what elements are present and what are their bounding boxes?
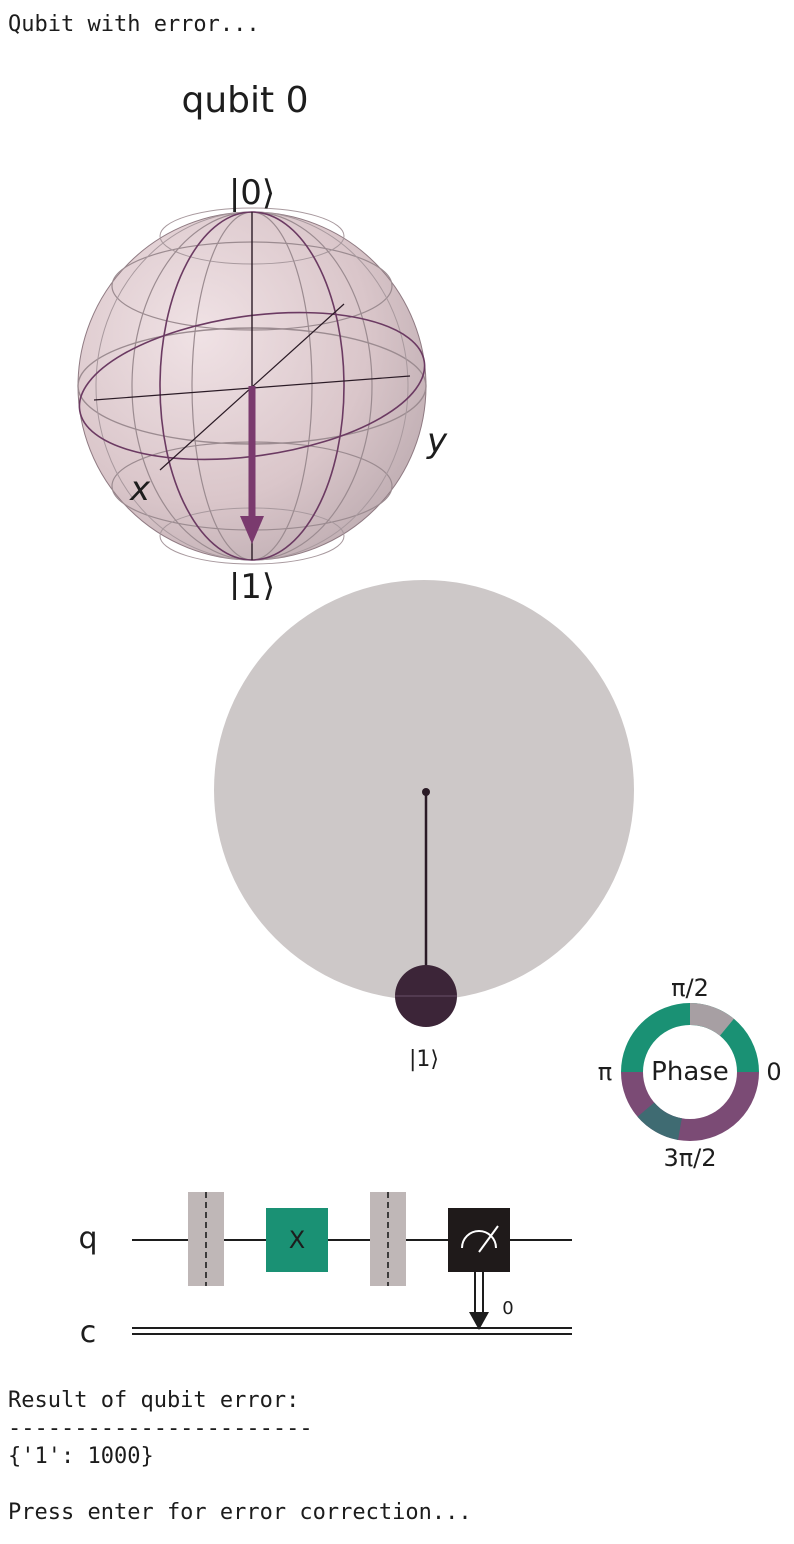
- result-separator: -----------------------: [8, 1416, 313, 1441]
- circuit-diagram: q c X 0: [78, 1192, 572, 1350]
- qreg-label: q: [78, 1221, 97, 1256]
- phase-wheel: [621, 1003, 759, 1141]
- qsphere-state-label: |1⟩: [409, 1047, 439, 1072]
- console-prompt: Press enter for error correction...: [8, 1500, 472, 1525]
- bloch-sphere-plot: qubit 0 |0⟩ |1⟩ x y: [77, 80, 448, 600]
- bloch-label-one: |1⟩: [229, 567, 275, 600]
- barrier-1: [188, 1192, 224, 1286]
- bloch-title: qubit 0: [182, 80, 309, 121]
- x-gate-label: X: [289, 1226, 305, 1254]
- bloch-label-x: x: [129, 469, 151, 509]
- phase-label-top: π/2: [671, 974, 709, 1002]
- qsphere-plot: |1⟩ Phase π/2 π 0 3π/2: [214, 580, 782, 1172]
- result-counts: {'1': 1000}: [8, 1444, 154, 1469]
- phase-label-right: 0: [766, 1058, 781, 1086]
- creg-label: c: [80, 1315, 97, 1350]
- console-heading: Qubit with error...: [8, 12, 260, 37]
- qsphere-state-1: [395, 788, 457, 1027]
- phase-label-left: π: [598, 1058, 612, 1086]
- barrier-2: [370, 1192, 406, 1286]
- phase-title: Phase: [651, 1057, 729, 1087]
- phase-label-bottom: 3π/2: [663, 1144, 716, 1172]
- bloch-label-y: y: [426, 421, 448, 461]
- result-label: Result of qubit error:: [8, 1388, 300, 1413]
- bloch-state-vector: [240, 386, 264, 544]
- x-gate: X: [266, 1208, 328, 1272]
- measure-gate: [448, 1208, 510, 1330]
- measure-bit-label: 0: [502, 1298, 513, 1319]
- classical-wire: [132, 1327, 572, 1335]
- bloch-label-zero: |0⟩: [229, 173, 275, 213]
